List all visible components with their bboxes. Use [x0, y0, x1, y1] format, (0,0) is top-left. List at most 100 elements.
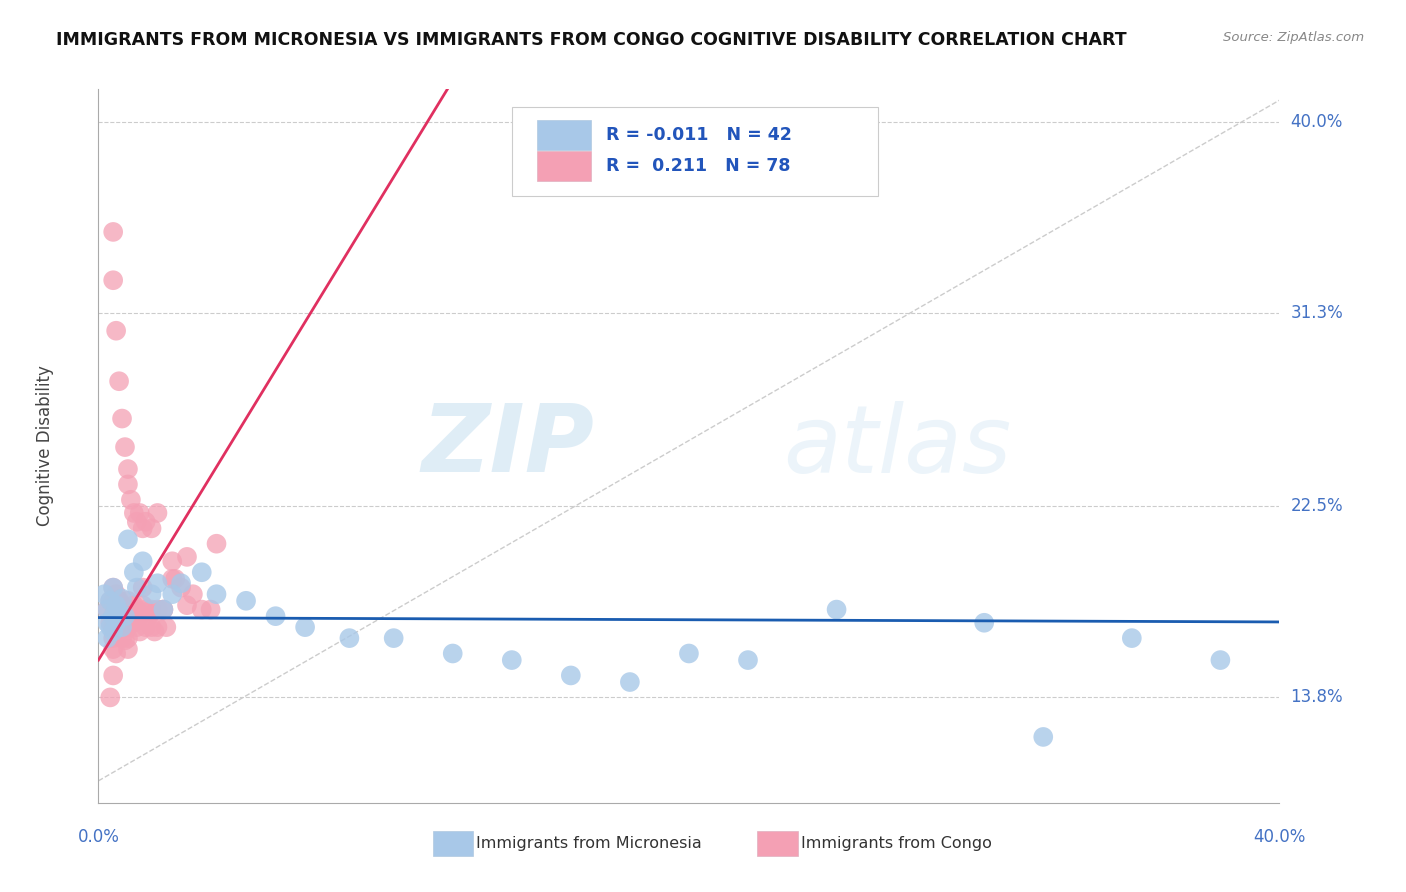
Point [96, 631, 118, 645]
Point [103, 642, 125, 657]
Text: ZIP: ZIP [422, 400, 595, 492]
Point [98, 620, 121, 634]
Point [122, 598, 145, 612]
Point [103, 624, 125, 639]
Text: 31.3%: 31.3% [1291, 304, 1343, 322]
Point [98, 615, 121, 630]
Point [111, 631, 134, 645]
Text: R = -0.011   N = 42: R = -0.011 N = 42 [606, 126, 792, 144]
Point [111, 598, 134, 612]
Point [176, 549, 198, 564]
Point [122, 506, 145, 520]
Point [103, 225, 125, 239]
FancyBboxPatch shape [537, 120, 591, 150]
Point [96, 602, 118, 616]
Point [105, 615, 128, 630]
Text: Immigrants from Micronesia: Immigrants from Micronesia [477, 836, 702, 851]
Point [103, 273, 125, 287]
Point [93, 587, 115, 601]
Point [619, 675, 641, 690]
Point [501, 653, 523, 667]
Point [111, 411, 134, 425]
Point [146, 620, 169, 634]
FancyBboxPatch shape [433, 831, 472, 855]
Point [152, 602, 174, 616]
Point [176, 598, 198, 612]
Text: 40.0%: 40.0% [1291, 113, 1343, 131]
Point [146, 576, 169, 591]
Point [114, 602, 136, 616]
Point [105, 624, 128, 639]
Point [141, 620, 163, 634]
Point [152, 602, 174, 616]
Point [108, 609, 131, 624]
Point [264, 609, 287, 624]
Point [141, 602, 163, 616]
Point [117, 533, 139, 547]
Point [105, 324, 128, 338]
Point [191, 602, 214, 616]
Point [117, 477, 139, 491]
Point [103, 668, 125, 682]
Point [96, 602, 118, 616]
Point [120, 492, 142, 507]
Point [337, 631, 360, 645]
Point [132, 521, 155, 535]
Text: Source: ZipAtlas.com: Source: ZipAtlas.com [1223, 31, 1364, 45]
Point [114, 633, 136, 648]
Point [108, 605, 131, 619]
Point [103, 581, 125, 595]
Point [441, 647, 464, 661]
FancyBboxPatch shape [512, 107, 877, 196]
Point [111, 615, 134, 630]
Point [132, 554, 155, 568]
Point [135, 620, 157, 634]
Point [117, 631, 139, 645]
Point [114, 620, 136, 634]
Point [108, 594, 131, 608]
Point [103, 620, 125, 634]
Text: Immigrants from Congo: Immigrants from Congo [801, 836, 993, 851]
Point [125, 620, 148, 634]
Point [1032, 730, 1054, 744]
Text: R =  0.211   N = 78: R = 0.211 N = 78 [606, 157, 790, 175]
Text: atlas: atlas [783, 401, 1012, 491]
Point [181, 587, 204, 601]
Point [973, 615, 995, 630]
Point [125, 602, 148, 616]
Point [235, 594, 257, 608]
Point [128, 506, 150, 520]
FancyBboxPatch shape [537, 152, 591, 181]
Point [128, 624, 150, 639]
Point [96, 615, 118, 630]
Point [132, 581, 155, 595]
Point [205, 537, 228, 551]
Point [108, 624, 131, 639]
Point [162, 572, 183, 586]
Point [103, 581, 125, 595]
Point [560, 668, 582, 682]
Point [105, 647, 128, 661]
Point [200, 602, 222, 616]
Point [98, 690, 121, 705]
Point [105, 598, 128, 612]
Point [111, 620, 134, 634]
Point [132, 598, 155, 612]
Point [152, 602, 174, 616]
Point [105, 615, 128, 630]
Point [117, 594, 139, 608]
Point [117, 620, 139, 634]
Point [120, 602, 142, 616]
Point [191, 566, 214, 580]
Text: IMMIGRANTS FROM MICRONESIA VS IMMIGRANTS FROM CONGO COGNITIVE DISABILITY CORRELA: IMMIGRANTS FROM MICRONESIA VS IMMIGRANTS… [56, 31, 1126, 49]
Point [146, 602, 169, 616]
Point [125, 581, 148, 595]
Point [117, 642, 139, 657]
Point [138, 609, 160, 624]
Point [122, 615, 145, 630]
Point [105, 602, 128, 616]
Point [170, 576, 193, 591]
Text: 0.0%: 0.0% [77, 828, 120, 846]
Point [1121, 631, 1143, 645]
Point [103, 631, 125, 645]
